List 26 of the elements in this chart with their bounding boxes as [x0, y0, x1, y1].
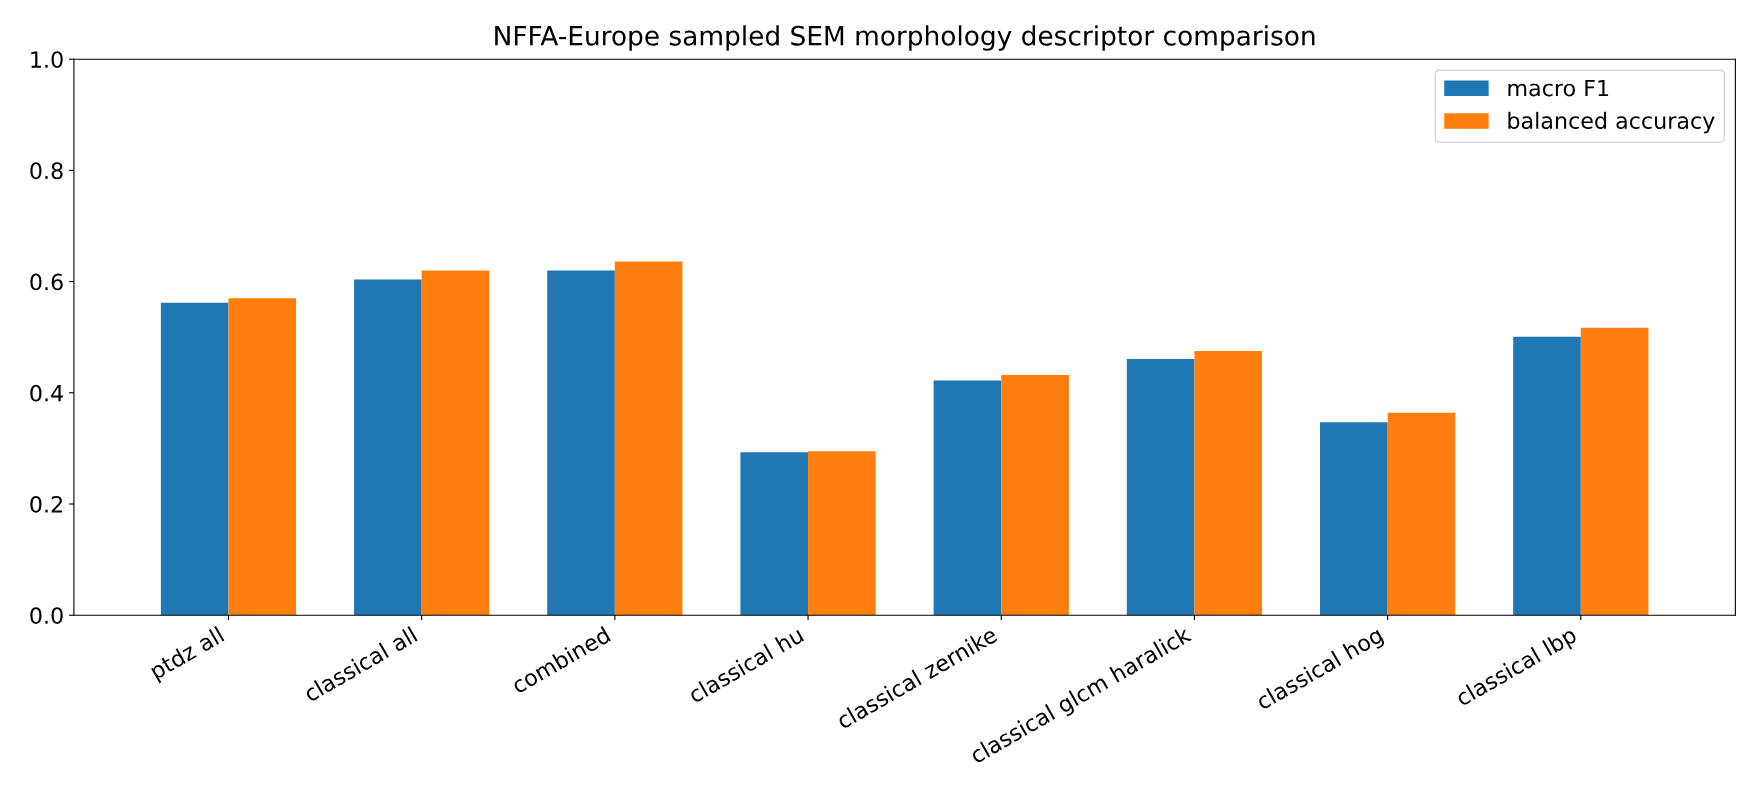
- bar: [614, 261, 683, 616]
- y-tick-label: 0.8: [30, 162, 63, 180]
- legend-label: macro F1: [1508, 79, 1609, 97]
- y-tick-label: 0.2: [30, 495, 62, 513]
- bar: [1580, 327, 1649, 616]
- y-tick-label: 0.0: [30, 607, 63, 624]
- bar: [228, 298, 297, 616]
- y-tick-label: 1.0: [31, 51, 63, 68]
- bar: [740, 452, 809, 616]
- bar: [808, 451, 876, 616]
- bar: [1126, 358, 1195, 616]
- y-tick-label: 0.4: [30, 384, 63, 402]
- bar: [160, 302, 229, 616]
- chart-title: NFFA-Europe sampled SEM morphology descriptor comparison: [495, 25, 1315, 51]
- bar: [1387, 412, 1456, 616]
- bar: [421, 270, 490, 616]
- y-tick-label: 0.6: [30, 273, 63, 291]
- bar: [1001, 375, 1069, 616]
- bar: [354, 279, 422, 616]
- bar: [1194, 351, 1263, 616]
- x-tick-label: ptdz all: [148, 625, 227, 684]
- bar: [933, 380, 1002, 616]
- bar: [1513, 336, 1581, 616]
- bar: [547, 270, 615, 616]
- legend-label: balanced accuracy: [1508, 111, 1715, 134]
- bar: [1320, 422, 1388, 616]
